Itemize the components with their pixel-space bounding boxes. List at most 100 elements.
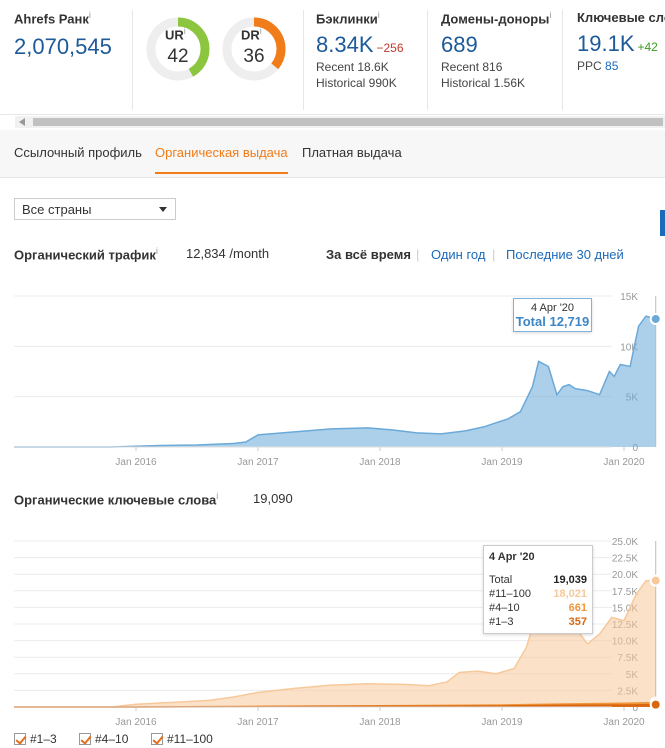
traffic-x-tick-label: Jan 2020 bbox=[603, 457, 645, 468]
country-select[interactable]: Все страны bbox=[14, 198, 176, 220]
traffic-value: 12,834 /month bbox=[186, 246, 270, 261]
dr-label: DRi bbox=[241, 26, 262, 43]
legend-item-1-3[interactable]: #1–3 bbox=[14, 732, 57, 746]
traffic-x-tick-label: Jan 2018 bbox=[359, 457, 401, 468]
keywords-series-line bbox=[14, 579, 656, 708]
country-select-value: Все страны bbox=[22, 202, 92, 217]
backlinks-label: Бэклинкиi bbox=[316, 10, 380, 27]
dr-gauge bbox=[222, 17, 286, 81]
keywords-x-tick-label: Jan 2020 bbox=[603, 717, 645, 728]
dr-value: 36 bbox=[243, 46, 265, 67]
ur-donut[interactable]: URi 42 bbox=[145, 16, 211, 82]
dr-donut[interactable]: DRi 36 bbox=[221, 16, 287, 82]
ahrefs-rank-label: Ahrefs Ранкi bbox=[14, 10, 91, 27]
ref-domains-value: 689 bbox=[441, 32, 478, 58]
range-separator: | bbox=[492, 247, 496, 262]
traffic-series-area bbox=[14, 316, 656, 447]
keywords-y-tick-label: 15.0K bbox=[612, 603, 638, 614]
traffic-title: Органический трафикi bbox=[14, 246, 158, 263]
range-all-time[interactable]: За всё время bbox=[326, 247, 411, 262]
caret-down-icon bbox=[159, 207, 167, 212]
side-panel-handle[interactable] bbox=[660, 210, 665, 236]
range-last-30-days[interactable]: Последние 30 дней bbox=[506, 247, 624, 262]
info-icon: i bbox=[259, 26, 262, 36]
traffic-tooltip: 4 Apr '20 Total 12,719 bbox=[513, 298, 592, 332]
keywords-tooltip-date: 4 Apr '20 bbox=[489, 551, 535, 563]
ahrefs-rank-value: 2,070,545 bbox=[14, 34, 112, 60]
keywords-x-tick-label: Jan 2017 bbox=[237, 717, 279, 728]
keywords-y-tick-label: 22.5K bbox=[612, 554, 638, 565]
tooltip-row-1-3: #1–3 357 bbox=[489, 616, 587, 628]
ref-domains-card[interactable]: Домены-донорыi 689 Recent 816 Historical… bbox=[428, 10, 563, 110]
backlinks-recent: Recent 18.6K bbox=[316, 60, 389, 75]
traffic-x-tick-label: Jan 2016 bbox=[115, 457, 157, 468]
keywords-x-tick-label: Jan 2019 bbox=[481, 717, 523, 728]
backlinks-value: 8.34K −256 bbox=[316, 32, 404, 58]
tab-paid-search[interactable]: Платная выдача bbox=[302, 145, 402, 160]
traffic-tooltip-date: 4 Apr '20 bbox=[530, 302, 575, 314]
tooltip-row-total: Total 19,039 bbox=[489, 574, 587, 586]
keywords-x-tick-label: Jan 2018 bbox=[359, 717, 401, 728]
report-tabs: Ссылочный профиль Органическая выдача Пл… bbox=[0, 130, 665, 178]
range-separator: | bbox=[416, 247, 420, 262]
keywords-y-tick-label: 17.5K bbox=[612, 587, 638, 598]
range-one-year[interactable]: Один год bbox=[431, 247, 486, 262]
keywords-chart-title: Органические ключевые словаi bbox=[14, 491, 219, 508]
horizontal-scrollbar[interactable] bbox=[15, 116, 665, 128]
legend-item-4-10[interactable]: #4–10 bbox=[79, 732, 128, 746]
info-icon[interactable]: i bbox=[88, 10, 91, 20]
ur-label: URi bbox=[165, 26, 186, 43]
tab-organic-search[interactable]: Органическая выдача bbox=[155, 145, 288, 174]
ppc-value[interactable]: 85 bbox=[605, 59, 619, 73]
info-icon: i bbox=[549, 10, 552, 20]
keywords-y-tick-label: 20.0K bbox=[612, 570, 638, 581]
info-icon: i bbox=[183, 26, 186, 36]
tooltip-row-11-100: #11–100 18,021 bbox=[489, 588, 587, 600]
info-icon: i bbox=[216, 491, 219, 501]
keywords-y-tick-label: 25.0K bbox=[612, 537, 638, 548]
tab-backlink-profile[interactable]: Ссылочный профиль bbox=[14, 145, 142, 160]
keywords-value: 19.1K +42 bbox=[577, 31, 658, 56]
keywords-hover-point bbox=[649, 574, 662, 587]
keywords-chart[interactable]: 02.5K5K7.5K10.0K12.5K15.0K17.5K20.0K22.5… bbox=[0, 525, 665, 730]
scroll-left-arrow-icon[interactable] bbox=[19, 118, 25, 126]
ur-value: 42 bbox=[167, 46, 189, 67]
traffic-y-tick-label: 0 bbox=[632, 443, 638, 454]
info-icon: i bbox=[377, 10, 380, 20]
keywords-chart-value: 19,090 bbox=[253, 491, 293, 506]
legend-item-11-100[interactable]: #11–100 bbox=[151, 732, 213, 746]
ref-domains-recent: Recent 816 bbox=[441, 60, 503, 75]
traffic-x-tick-label: Jan 2017 bbox=[237, 457, 279, 468]
keywords-card[interactable]: Ключевые слова 19.1K+42 PPC 85 bbox=[563, 10, 665, 110]
rating-card: URi 42 DRi 36 bbox=[133, 10, 304, 110]
checkbox-icon bbox=[151, 733, 163, 745]
traffic-x-tick-label: Jan 2019 bbox=[481, 457, 523, 468]
backlinks-delta: −256 bbox=[376, 41, 404, 56]
keywords-hover-point bbox=[649, 698, 662, 711]
ppc: PPC 85 bbox=[577, 59, 619, 73]
keywords-x-tick-label: Jan 2016 bbox=[115, 717, 157, 728]
traffic-y-tick-label: 10K bbox=[620, 342, 638, 353]
ur-gauge-fill bbox=[146, 17, 210, 81]
keywords-tooltip: 4 Apr '20 Total 19,039 #11–100 18,021 #4–1… bbox=[483, 545, 593, 634]
backlinks-historical: Historical 990K bbox=[316, 76, 397, 91]
ref-domains-historical: Historical 1.56K bbox=[441, 76, 526, 91]
metrics-bar: Ahrefs Ранкi 2,070,545 URi 42 DRi 36 Бэк… bbox=[0, 0, 665, 115]
checkbox-icon bbox=[79, 733, 91, 745]
info-icon: i bbox=[155, 246, 158, 256]
traffic-tooltip-total: Total 12,719 bbox=[515, 314, 590, 329]
ahrefs-rank-card: Ahrefs Ранкi 2,070,545 bbox=[0, 10, 133, 110]
keywords-y-tick-label: 0 bbox=[632, 703, 638, 714]
dr-gauge-fill bbox=[222, 17, 286, 81]
ur-gauge bbox=[146, 17, 210, 81]
keywords-delta: +42 bbox=[637, 40, 658, 54]
traffic-y-tick-label: 15K bbox=[620, 292, 638, 303]
tooltip-row-4-10: #4–10 661 bbox=[489, 602, 587, 614]
keywords-label: Ключевые слова bbox=[577, 10, 665, 25]
ref-domains-label: Домены-донорыi bbox=[441, 10, 552, 27]
backlinks-card[interactable]: Бэклинкиi 8.34K −256 Recent 18.6K Histori… bbox=[304, 10, 428, 110]
traffic-hover-point bbox=[649, 312, 662, 325]
checkbox-icon bbox=[14, 733, 26, 745]
scrollbar-thumb[interactable] bbox=[33, 118, 663, 126]
